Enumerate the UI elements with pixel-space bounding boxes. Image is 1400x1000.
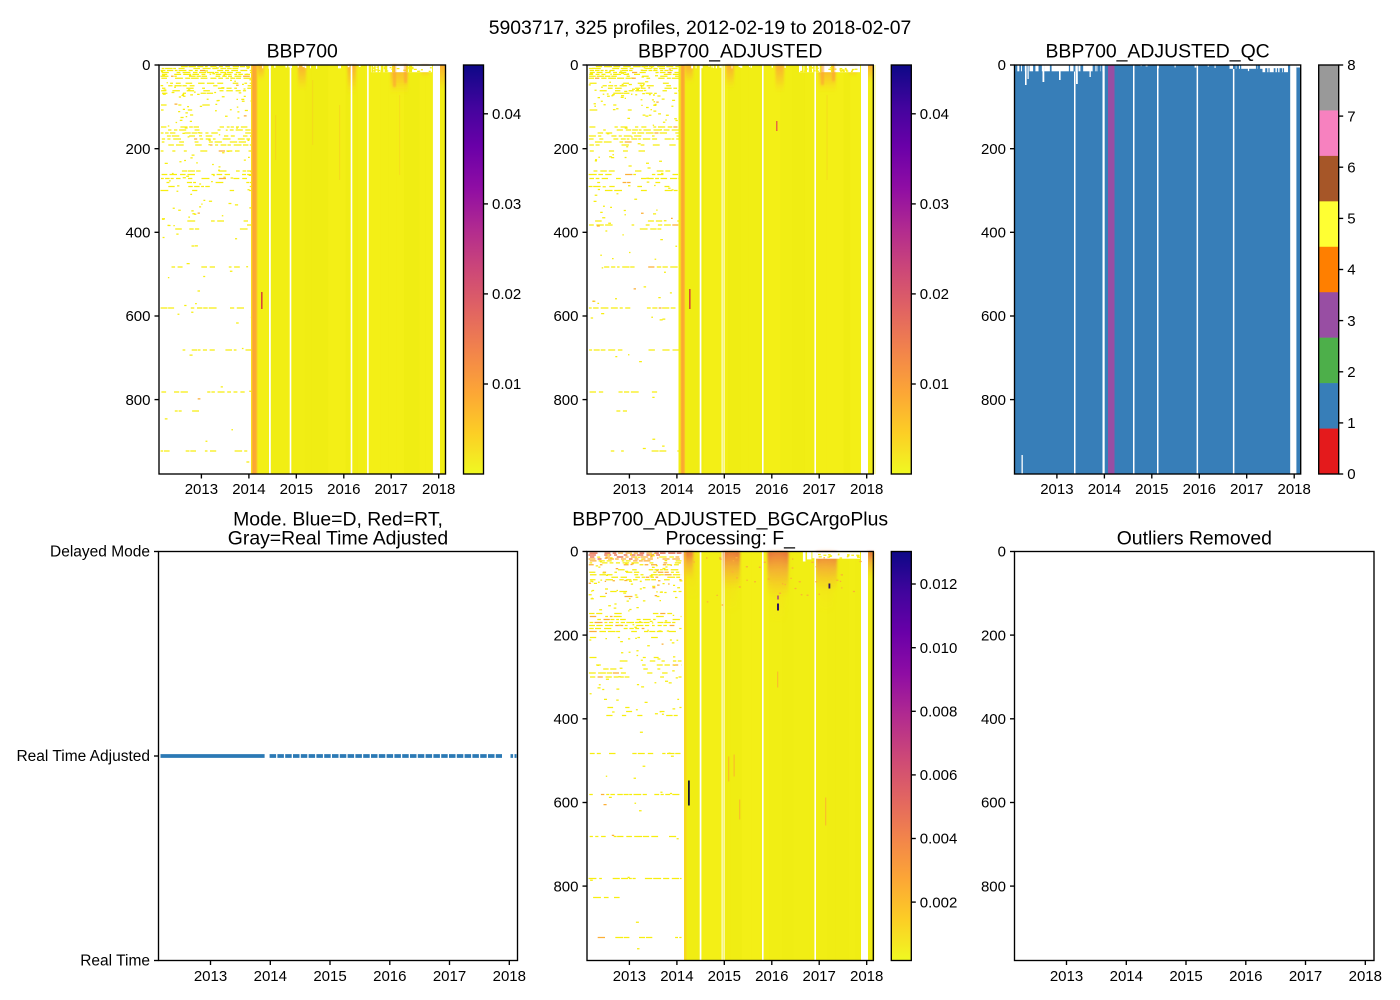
svg-text:200: 200 (553, 141, 578, 158)
svg-text:200: 200 (981, 141, 1006, 158)
svg-text:0: 0 (142, 57, 150, 74)
svg-text:200: 200 (981, 627, 1006, 644)
svg-text:0.04: 0.04 (492, 106, 521, 123)
svg-text:200: 200 (553, 627, 578, 644)
svg-text:600: 600 (125, 308, 150, 325)
svg-text:2: 2 (1347, 364, 1355, 381)
svg-text:2014: 2014 (1110, 968, 1143, 985)
svg-text:BBP700_ADJUSTED: BBP700_ADJUSTED (638, 41, 822, 63)
svg-text:0.01: 0.01 (920, 376, 949, 393)
svg-text:2013: 2013 (613, 481, 646, 498)
svg-text:Gray=Real Time Adjusted: Gray=Real Time Adjusted (228, 528, 448, 550)
svg-text:2014: 2014 (660, 968, 693, 985)
svg-text:BBP700: BBP700 (267, 41, 338, 63)
svg-text:2018: 2018 (493, 968, 526, 985)
svg-text:2018: 2018 (1278, 481, 1311, 498)
svg-text:Delayed Mode: Delayed Mode (50, 544, 150, 561)
svg-text:5: 5 (1347, 211, 1355, 228)
svg-text:0: 0 (998, 544, 1006, 561)
svg-text:Real Time Adjusted: Real Time Adjusted (16, 748, 150, 765)
svg-text:2017: 2017 (433, 968, 466, 985)
svg-text:6: 6 (1347, 159, 1355, 176)
svg-text:4: 4 (1347, 262, 1355, 279)
svg-text:400: 400 (981, 711, 1006, 728)
svg-text:2015: 2015 (313, 968, 346, 985)
svg-text:0.008: 0.008 (920, 704, 958, 721)
svg-text:200: 200 (125, 141, 150, 158)
svg-text:600: 600 (981, 795, 1006, 812)
svg-text:2017: 2017 (1230, 481, 1263, 498)
svg-text:600: 600 (553, 795, 578, 812)
svg-text:0.006: 0.006 (920, 767, 958, 784)
svg-text:2017: 2017 (803, 968, 836, 985)
svg-text:0.01: 0.01 (492, 376, 521, 393)
svg-text:2017: 2017 (375, 481, 408, 498)
svg-text:0: 0 (1347, 466, 1355, 483)
svg-text:800: 800 (553, 878, 578, 895)
svg-text:2014: 2014 (1088, 481, 1121, 498)
svg-text:2015: 2015 (708, 481, 741, 498)
svg-text:0.03: 0.03 (920, 196, 949, 213)
svg-text:0.04: 0.04 (920, 106, 949, 123)
svg-text:0: 0 (998, 57, 1006, 74)
svg-text:400: 400 (553, 711, 578, 728)
svg-text:0: 0 (570, 544, 578, 561)
svg-text:600: 600 (981, 308, 1006, 325)
svg-text:BBP700_ADJUSTED_QC: BBP700_ADJUSTED_QC (1046, 41, 1270, 63)
svg-text:3: 3 (1347, 313, 1355, 330)
svg-text:2017: 2017 (803, 481, 836, 498)
svg-text:400: 400 (981, 225, 1006, 242)
svg-text:2013: 2013 (194, 968, 227, 985)
svg-text:2013: 2013 (613, 968, 646, 985)
svg-text:0.03: 0.03 (492, 196, 521, 213)
svg-text:1: 1 (1347, 415, 1355, 432)
svg-text:0.02: 0.02 (492, 286, 521, 303)
svg-text:2016: 2016 (755, 481, 788, 498)
svg-text:Processing: F_: Processing: F_ (666, 528, 796, 550)
svg-text:2015: 2015 (708, 968, 741, 985)
svg-text:Outliers Removed: Outliers Removed (1117, 528, 1272, 550)
svg-text:0.004: 0.004 (920, 831, 958, 848)
svg-text:600: 600 (553, 308, 578, 325)
svg-text:5903717, 325 profiles, 2012-02: 5903717, 325 profiles, 2012-02-19 to 201… (489, 17, 912, 39)
svg-text:Real Time: Real Time (80, 953, 150, 970)
svg-text:2013: 2013 (185, 481, 218, 498)
svg-text:2016: 2016 (1229, 968, 1262, 985)
svg-text:2016: 2016 (1183, 481, 1216, 498)
svg-text:0: 0 (570, 57, 578, 74)
svg-text:800: 800 (125, 392, 150, 409)
svg-text:400: 400 (553, 225, 578, 242)
svg-text:2016: 2016 (373, 968, 406, 985)
svg-text:2014: 2014 (232, 481, 265, 498)
svg-text:2016: 2016 (327, 481, 360, 498)
svg-text:2018: 2018 (850, 968, 883, 985)
svg-text:0.002: 0.002 (920, 894, 958, 911)
svg-text:800: 800 (981, 392, 1006, 409)
svg-text:2018: 2018 (850, 481, 883, 498)
svg-text:400: 400 (125, 225, 150, 242)
svg-text:2015: 2015 (1135, 481, 1168, 498)
svg-text:2015: 2015 (1169, 968, 1202, 985)
svg-text:8: 8 (1347, 57, 1355, 74)
svg-text:2017: 2017 (1289, 968, 1322, 985)
svg-text:2016: 2016 (755, 968, 788, 985)
svg-text:0.012: 0.012 (920, 576, 958, 593)
svg-text:800: 800 (553, 392, 578, 409)
svg-text:2018: 2018 (422, 481, 455, 498)
svg-text:BBP700_ADJUSTED_BGCArgoPlus: BBP700_ADJUSTED_BGCArgoPlus (572, 509, 888, 531)
svg-text:Mode. Blue=D, Red=RT,: Mode. Blue=D, Red=RT, (233, 509, 443, 531)
svg-text:2013: 2013 (1040, 481, 1073, 498)
svg-text:2013: 2013 (1050, 968, 1083, 985)
svg-text:2018: 2018 (1349, 968, 1382, 985)
svg-text:2015: 2015 (280, 481, 313, 498)
svg-text:7: 7 (1347, 108, 1355, 125)
svg-text:2014: 2014 (254, 968, 287, 985)
svg-text:2014: 2014 (660, 481, 693, 498)
svg-text:0.02: 0.02 (920, 286, 949, 303)
svg-text:800: 800 (981, 878, 1006, 895)
svg-text:0.010: 0.010 (920, 640, 958, 657)
